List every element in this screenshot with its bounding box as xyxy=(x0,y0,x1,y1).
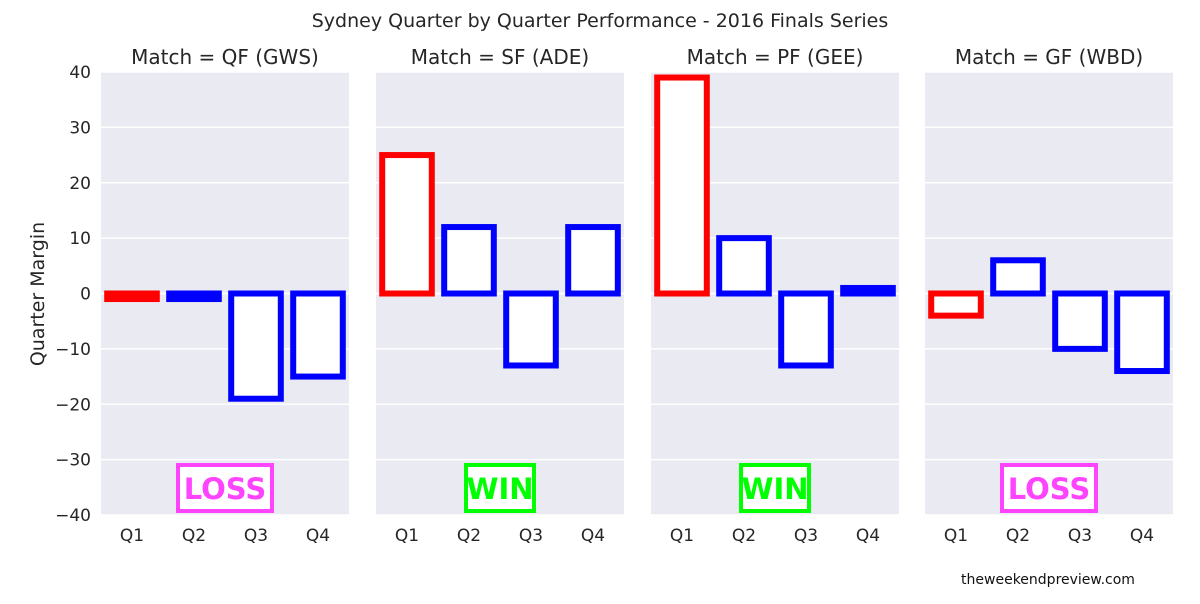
bar xyxy=(565,224,621,297)
y-tick-label: 40 xyxy=(69,63,91,83)
y-tick-label: −30 xyxy=(55,451,91,471)
bar xyxy=(379,152,435,297)
y-axis-label: Quarter Margin xyxy=(27,222,49,366)
panel-title: Match = SF (ADE) xyxy=(411,45,589,69)
panel-title: Match = QF (GWS) xyxy=(131,45,319,69)
bar xyxy=(654,74,710,297)
y-tick-label: −10 xyxy=(55,340,91,360)
bar xyxy=(503,290,559,369)
y-tick-label: −40 xyxy=(55,506,91,526)
bar xyxy=(1114,290,1170,375)
bar xyxy=(104,290,160,303)
x-tick-label: Q4 xyxy=(1130,526,1154,546)
y-tick-label: 0 xyxy=(80,285,91,305)
y-tick-label: 10 xyxy=(69,229,91,249)
chart-panels: Match = QF (GWS) Q1 Q2 Q3 Q4 LOSS Match = SF (… xyxy=(101,45,1173,546)
x-tick-label: Q3 xyxy=(244,526,268,546)
bar xyxy=(778,290,834,369)
x-tick-label: Q2 xyxy=(182,526,206,546)
bar xyxy=(166,290,222,303)
result-badge xyxy=(1000,463,1098,513)
x-tick-label: Q2 xyxy=(457,526,481,546)
panel-1: Match = QF (GWS) Q1 Q2 Q3 Q4 LOSS xyxy=(101,45,349,546)
panel-4: Match = GF (WBD) Q1 Q2 Q3 Q4 LOSS xyxy=(925,45,1173,546)
bar xyxy=(1052,290,1108,352)
result-label: WIN xyxy=(741,472,808,506)
y-tick-label: −20 xyxy=(55,395,91,415)
x-tick-label: Q4 xyxy=(306,526,330,546)
bar xyxy=(928,290,984,319)
result-badge xyxy=(739,463,811,513)
panel-title: Match = PF (GEE) xyxy=(687,45,864,69)
x-tick-label: Q3 xyxy=(519,526,543,546)
result-badge xyxy=(464,463,536,513)
panel-title: Match = GF (WBD) xyxy=(955,45,1143,69)
bar xyxy=(228,290,284,402)
y-tick-label: 30 xyxy=(69,118,91,138)
x-tick-label: Q1 xyxy=(120,526,144,546)
bar xyxy=(441,224,497,297)
bar xyxy=(290,290,346,380)
y-tick-label: 20 xyxy=(69,174,91,194)
x-tick-label: Q2 xyxy=(732,526,756,546)
bar xyxy=(716,235,772,297)
result-label: LOSS xyxy=(1008,472,1091,506)
x-tick-label: Q1 xyxy=(395,526,419,546)
bar xyxy=(840,284,896,297)
x-tick-label: Q1 xyxy=(670,526,694,546)
panel-2: Match = SF (ADE) Q1 Q2 Q3 Q4 WIN xyxy=(376,45,624,546)
x-tick-label: Q4 xyxy=(581,526,605,546)
x-tick-label: Q1 xyxy=(944,526,968,546)
bar xyxy=(990,257,1046,297)
result-label: LOSS xyxy=(184,472,267,506)
watermark-text: theweekendpreview.com xyxy=(961,572,1135,588)
x-tick-label: Q2 xyxy=(1006,526,1030,546)
result-badge xyxy=(176,463,274,513)
x-tick-label: Q4 xyxy=(856,526,880,546)
chart-title: Sydney Quarter by Quarter Performance - … xyxy=(312,10,889,32)
result-label: WIN xyxy=(466,472,533,506)
x-tick-label: Q3 xyxy=(1068,526,1092,546)
panel-3: Match = PF (GEE) Q1 Q2 Q3 Q4 WIN xyxy=(651,45,899,546)
x-tick-label: Q3 xyxy=(794,526,818,546)
y-tick-labels: −40 −30 −20 −10 0 10 20 30 40 xyxy=(55,63,91,526)
